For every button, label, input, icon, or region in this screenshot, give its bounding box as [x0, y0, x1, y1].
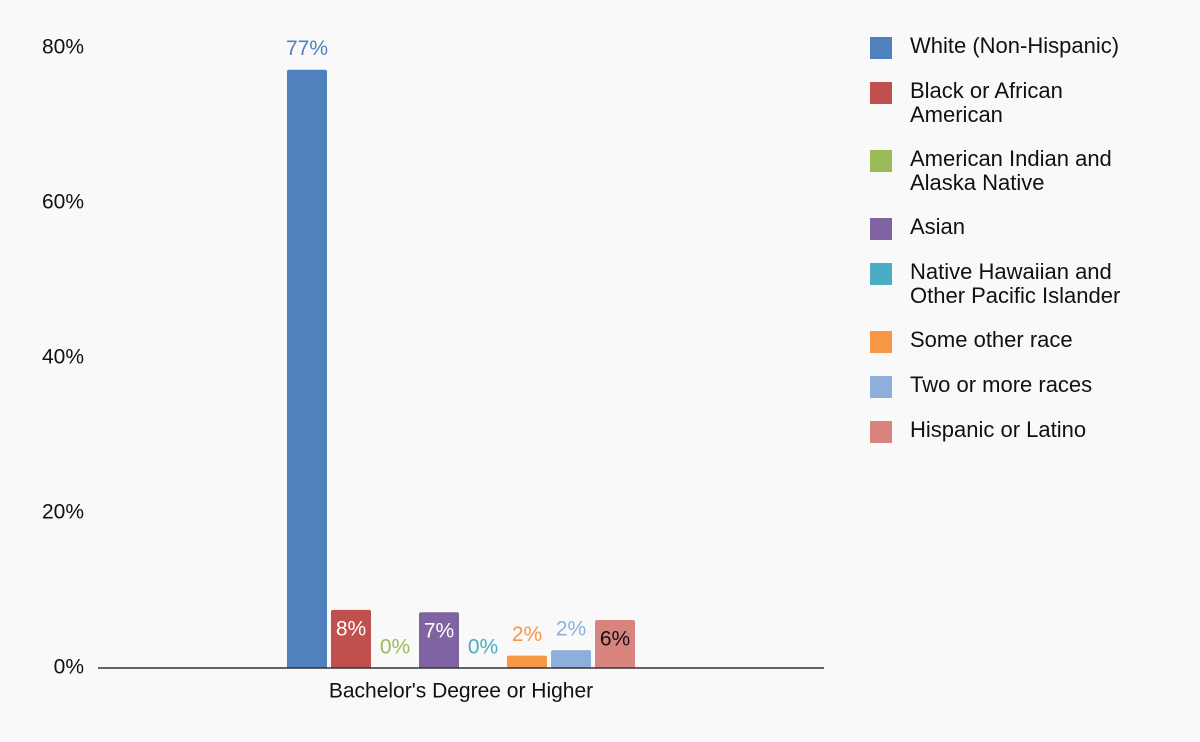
y-tick-label: 60% [42, 191, 84, 214]
data-label: 77% [286, 37, 328, 60]
legend-label: Hispanic or Latino [910, 417, 1087, 442]
chart: 0% 20% 40% 60% 80% Bachelor's Degree or Highe… [42, 36, 824, 703]
legend-swatch [870, 331, 892, 353]
legend-swatch [870, 421, 892, 443]
bar [507, 655, 547, 668]
data-label: 2% [556, 618, 586, 641]
legend-item[interactable]: Native Hawaiian and Other Pacific Island… [870, 260, 1170, 308]
legend-item[interactable]: Hispanic or Latino [870, 418, 1170, 443]
y-tick-label: 40% [42, 346, 84, 369]
bar [551, 650, 591, 668]
x-tick-label: Bachelor's Degree or Higher [329, 680, 593, 703]
legend: White (Non-Hispanic) Black or African Ame… [870, 34, 1170, 463]
legend-label: Asian [910, 214, 966, 239]
legend-label: Some other race [910, 327, 1073, 352]
y-tick-label: 20% [42, 501, 84, 524]
data-label: 6% [600, 627, 630, 650]
legend-label: Native Hawaiian and Other Pacific Island… [910, 259, 1121, 308]
legend-label: Two or more races [910, 372, 1093, 397]
data-label: 0% [380, 636, 410, 659]
legend-swatch [870, 263, 892, 285]
data-label: 0% [468, 636, 498, 659]
y-tick-label: 0% [54, 656, 84, 679]
bar [287, 69, 327, 668]
legend-item[interactable]: Some other race [870, 328, 1170, 353]
legend-swatch [870, 150, 892, 172]
legend-label: White (Non-Hispanic) [910, 33, 1120, 58]
legend-swatch [870, 37, 892, 59]
y-tick-label: 80% [42, 36, 84, 59]
bar [331, 609, 371, 668]
legend-label: American Indian and Alaska Native [910, 146, 1112, 195]
legend-item[interactable]: Black or African American [870, 79, 1170, 127]
legend-label: Black or African American [910, 78, 1063, 127]
legend-swatch [870, 218, 892, 240]
data-label: 7% [424, 620, 454, 643]
bar [419, 612, 459, 668]
legend-item[interactable]: Asian [870, 215, 1170, 240]
bar [595, 619, 635, 668]
legend-item[interactable]: Two or more races [870, 373, 1170, 398]
legend-item[interactable]: White (Non-Hispanic) [870, 34, 1170, 59]
legend-swatch [870, 376, 892, 398]
data-label: 2% [512, 623, 542, 646]
legend-item[interactable]: American Indian and Alaska Native [870, 147, 1170, 195]
legend-swatch [870, 82, 892, 104]
data-label: 8% [336, 617, 366, 640]
